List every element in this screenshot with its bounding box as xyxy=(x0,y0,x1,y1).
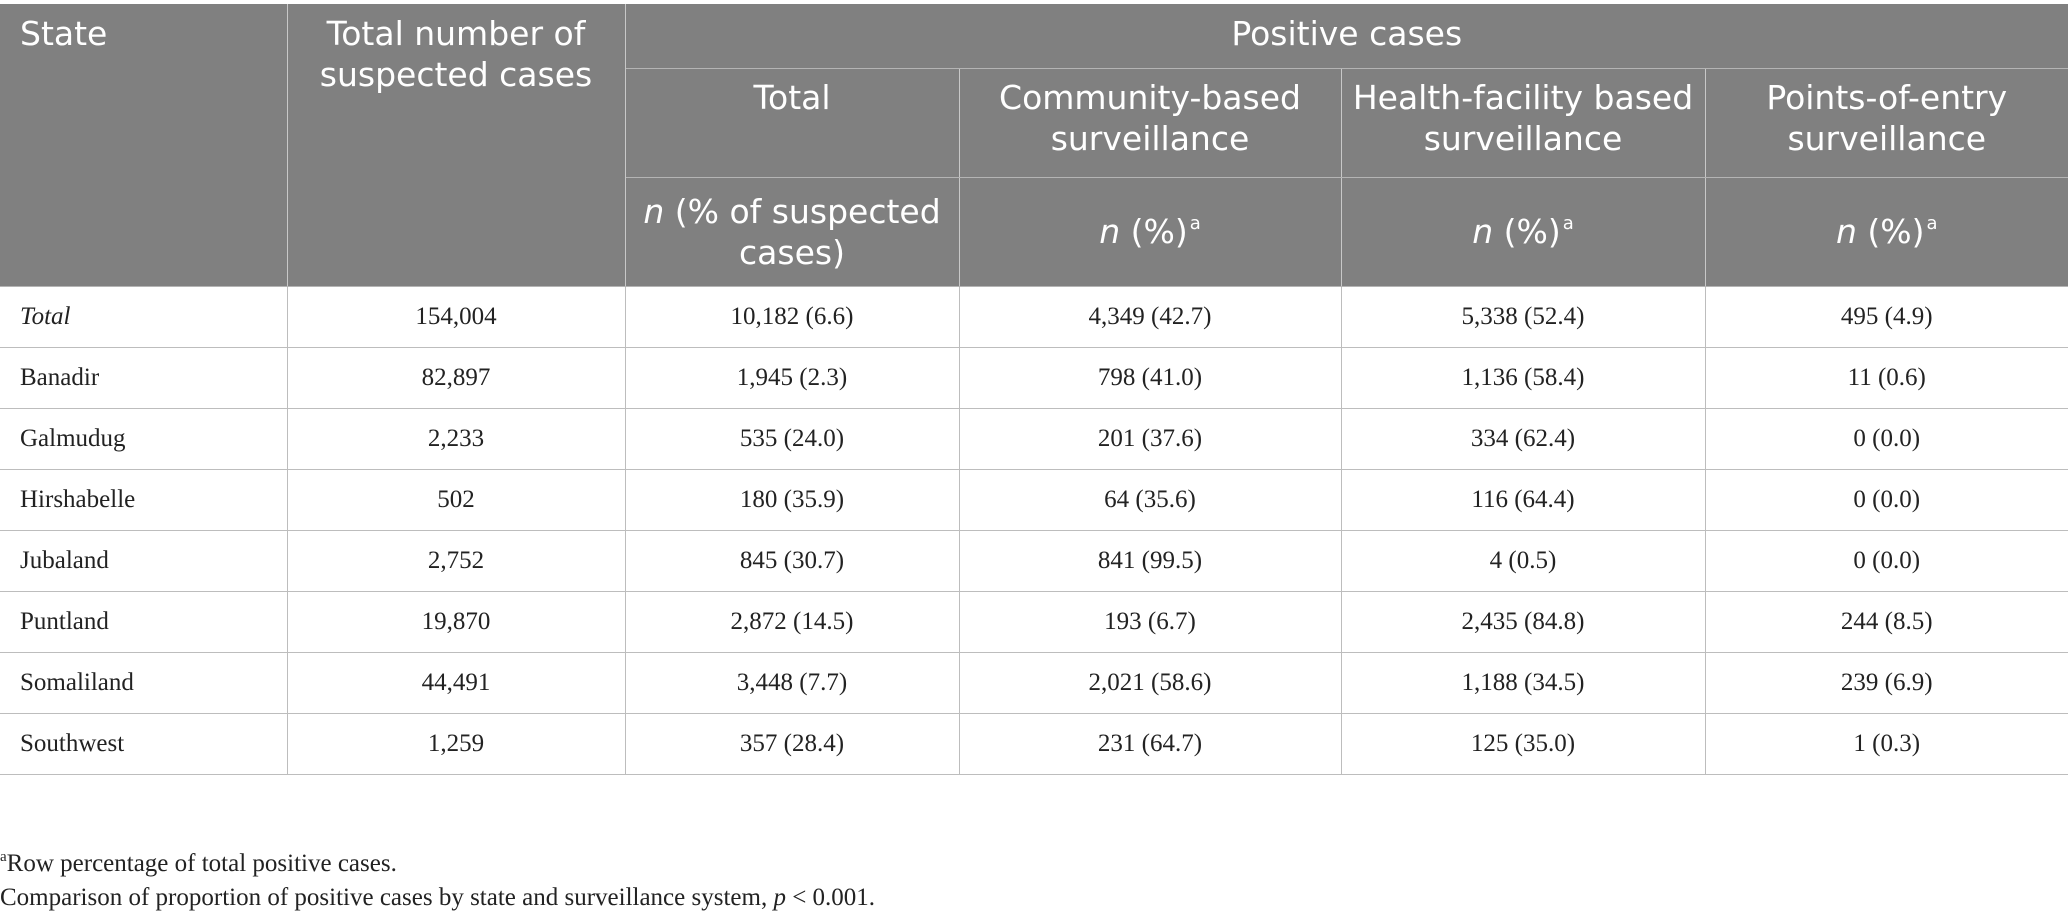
cell-state: Puntland xyxy=(0,591,288,653)
table-row: Jubaland 2,752 845 (30.7) 841 (99.5) 4 (… xyxy=(0,530,2068,592)
cell-suspected: 82,897 xyxy=(287,347,626,409)
cell-total: 845 (30.7) xyxy=(625,530,960,592)
cell-community: 201 (37.6) xyxy=(959,408,1342,470)
footnote-p-symbol: p xyxy=(773,884,786,911)
cell-state: Jubaland xyxy=(0,530,288,592)
cell-total: 357 (28.4) xyxy=(625,713,960,775)
header-units-total: n (% of suspected cases) xyxy=(625,177,960,287)
cell-total: 535 (24.0) xyxy=(625,408,960,470)
cell-points-of-entry: 239 (6.9) xyxy=(1705,652,2068,714)
cell-state: Hirshabelle xyxy=(0,469,288,531)
cell-suspected: 2,752 xyxy=(287,530,626,592)
cell-points-of-entry: 244 (8.5) xyxy=(1705,591,2068,653)
units-pct: (%) xyxy=(1867,212,1925,251)
cell-points-of-entry: 0 (0.0) xyxy=(1705,469,2068,531)
units-sup: a xyxy=(1189,213,1201,234)
footnote-a-text: Row percentage of total positive cases. xyxy=(6,850,397,877)
units-n: n xyxy=(1472,212,1494,251)
table-row: Total 154,004 10,182 (6.6) 4,349 (42.7) … xyxy=(0,286,2068,348)
cell-total: 1,945 (2.3) xyxy=(625,347,960,409)
cell-total: 2,872 (14.5) xyxy=(625,591,960,653)
units-pct-suspected: (% of suspected cases) xyxy=(674,191,941,272)
cell-points-of-entry: 11 (0.6) xyxy=(1705,347,2068,409)
table-row: Hirshabelle 502 180 (35.9) 64 (35.6) 116… xyxy=(0,469,2068,531)
header-units-points-of-entry: n (%) a xyxy=(1705,177,2068,287)
table-header: State Total number of suspected cases Po… xyxy=(0,4,2068,287)
cell-suspected: 44,491 xyxy=(287,652,626,714)
cell-health-facility: 1,136 (58.4) xyxy=(1341,347,1706,409)
table-row: Southwest 1,259 357 (28.4) 231 (64.7) 12… xyxy=(0,713,2068,775)
units-sup: a xyxy=(1562,213,1574,234)
footnote-a: aRow percentage of total positive cases. xyxy=(0,850,397,878)
cell-total: 3,448 (7.7) xyxy=(625,652,960,714)
cell-suspected: 154,004 xyxy=(287,286,626,348)
cell-points-of-entry: 0 (0.0) xyxy=(1705,530,2068,592)
cell-health-facility: 2,435 (84.8) xyxy=(1341,591,1706,653)
units-n: n xyxy=(1835,212,1857,251)
footnote-marker: a xyxy=(0,849,7,865)
units-sup: a xyxy=(1926,213,1938,234)
units-n: n xyxy=(643,191,665,231)
cell-state: Galmudug xyxy=(0,408,288,470)
footnote-comparison-text: Comparison of proportion of positive cas… xyxy=(0,884,768,911)
header-points-of-entry: Points-of-entry surveillance xyxy=(1705,68,2068,178)
cell-community: 231 (64.7) xyxy=(959,713,1342,775)
table-row: Somaliland 44,491 3,448 (7.7) 2,021 (58.… xyxy=(0,652,2068,714)
cell-community: 841 (99.5) xyxy=(959,530,1342,592)
cell-state: Somaliland xyxy=(0,652,288,714)
cell-points-of-entry: 495 (4.9) xyxy=(1705,286,2068,348)
cell-community: 4,349 (42.7) xyxy=(959,286,1342,348)
cell-points-of-entry: 1 (0.3) xyxy=(1705,713,2068,775)
cell-health-facility: 334 (62.4) xyxy=(1341,408,1706,470)
footnote-p-value: < 0.001. xyxy=(792,884,876,911)
cell-health-facility: 1,188 (34.5) xyxy=(1341,652,1706,714)
cell-suspected: 19,870 xyxy=(287,591,626,653)
cell-community: 193 (6.7) xyxy=(959,591,1342,653)
cell-state: Southwest xyxy=(0,713,288,775)
units-n: n xyxy=(1099,212,1121,251)
cell-total: 180 (35.9) xyxy=(625,469,960,531)
cell-health-facility: 4 (0.5) xyxy=(1341,530,1706,592)
header-units-health-facility: n (%) a xyxy=(1341,177,1706,287)
cell-suspected: 2,233 xyxy=(287,408,626,470)
header-units-community: n (%) a xyxy=(959,177,1342,287)
cell-health-facility: 125 (35.0) xyxy=(1341,713,1706,775)
header-total: Total xyxy=(625,68,960,178)
cell-state: Banadir xyxy=(0,347,288,409)
table-body: Total 154,004 10,182 (6.6) 4,349 (42.7) … xyxy=(0,286,2068,775)
table-row: Banadir 82,897 1,945 (2.3) 798 (41.0) 1,… xyxy=(0,347,2068,409)
data-table: State Total number of suspected cases Po… xyxy=(0,4,2068,775)
header-health-facility: Health-facility based surveillance xyxy=(1341,68,1706,178)
header-community: Community-based surveillance xyxy=(959,68,1342,178)
cell-state: Total xyxy=(0,286,288,348)
table-row: Puntland 19,870 2,872 (14.5) 193 (6.7) 2… xyxy=(0,591,2068,653)
header-total-suspected: Total number of suspected cases xyxy=(287,4,626,287)
footnote-comparison: Comparison of proportion of positive cas… xyxy=(0,884,875,912)
cell-health-facility: 5,338 (52.4) xyxy=(1341,286,1706,348)
header-state: State xyxy=(0,4,288,287)
cell-community: 2,021 (58.6) xyxy=(959,652,1342,714)
cell-total: 10,182 (6.6) xyxy=(625,286,960,348)
cell-community: 798 (41.0) xyxy=(959,347,1342,409)
cell-health-facility: 116 (64.4) xyxy=(1341,469,1706,531)
table-row: Galmudug 2,233 535 (24.0) 201 (37.6) 334… xyxy=(0,408,2068,470)
header-positive-cases: Positive cases xyxy=(625,4,2068,69)
units-pct: (%) xyxy=(1503,212,1561,251)
cell-community: 64 (35.6) xyxy=(959,469,1342,531)
cell-points-of-entry: 0 (0.0) xyxy=(1705,408,2068,470)
cell-suspected: 1,259 xyxy=(287,713,626,775)
cell-suspected: 502 xyxy=(287,469,626,531)
units-pct: (%) xyxy=(1130,212,1188,251)
